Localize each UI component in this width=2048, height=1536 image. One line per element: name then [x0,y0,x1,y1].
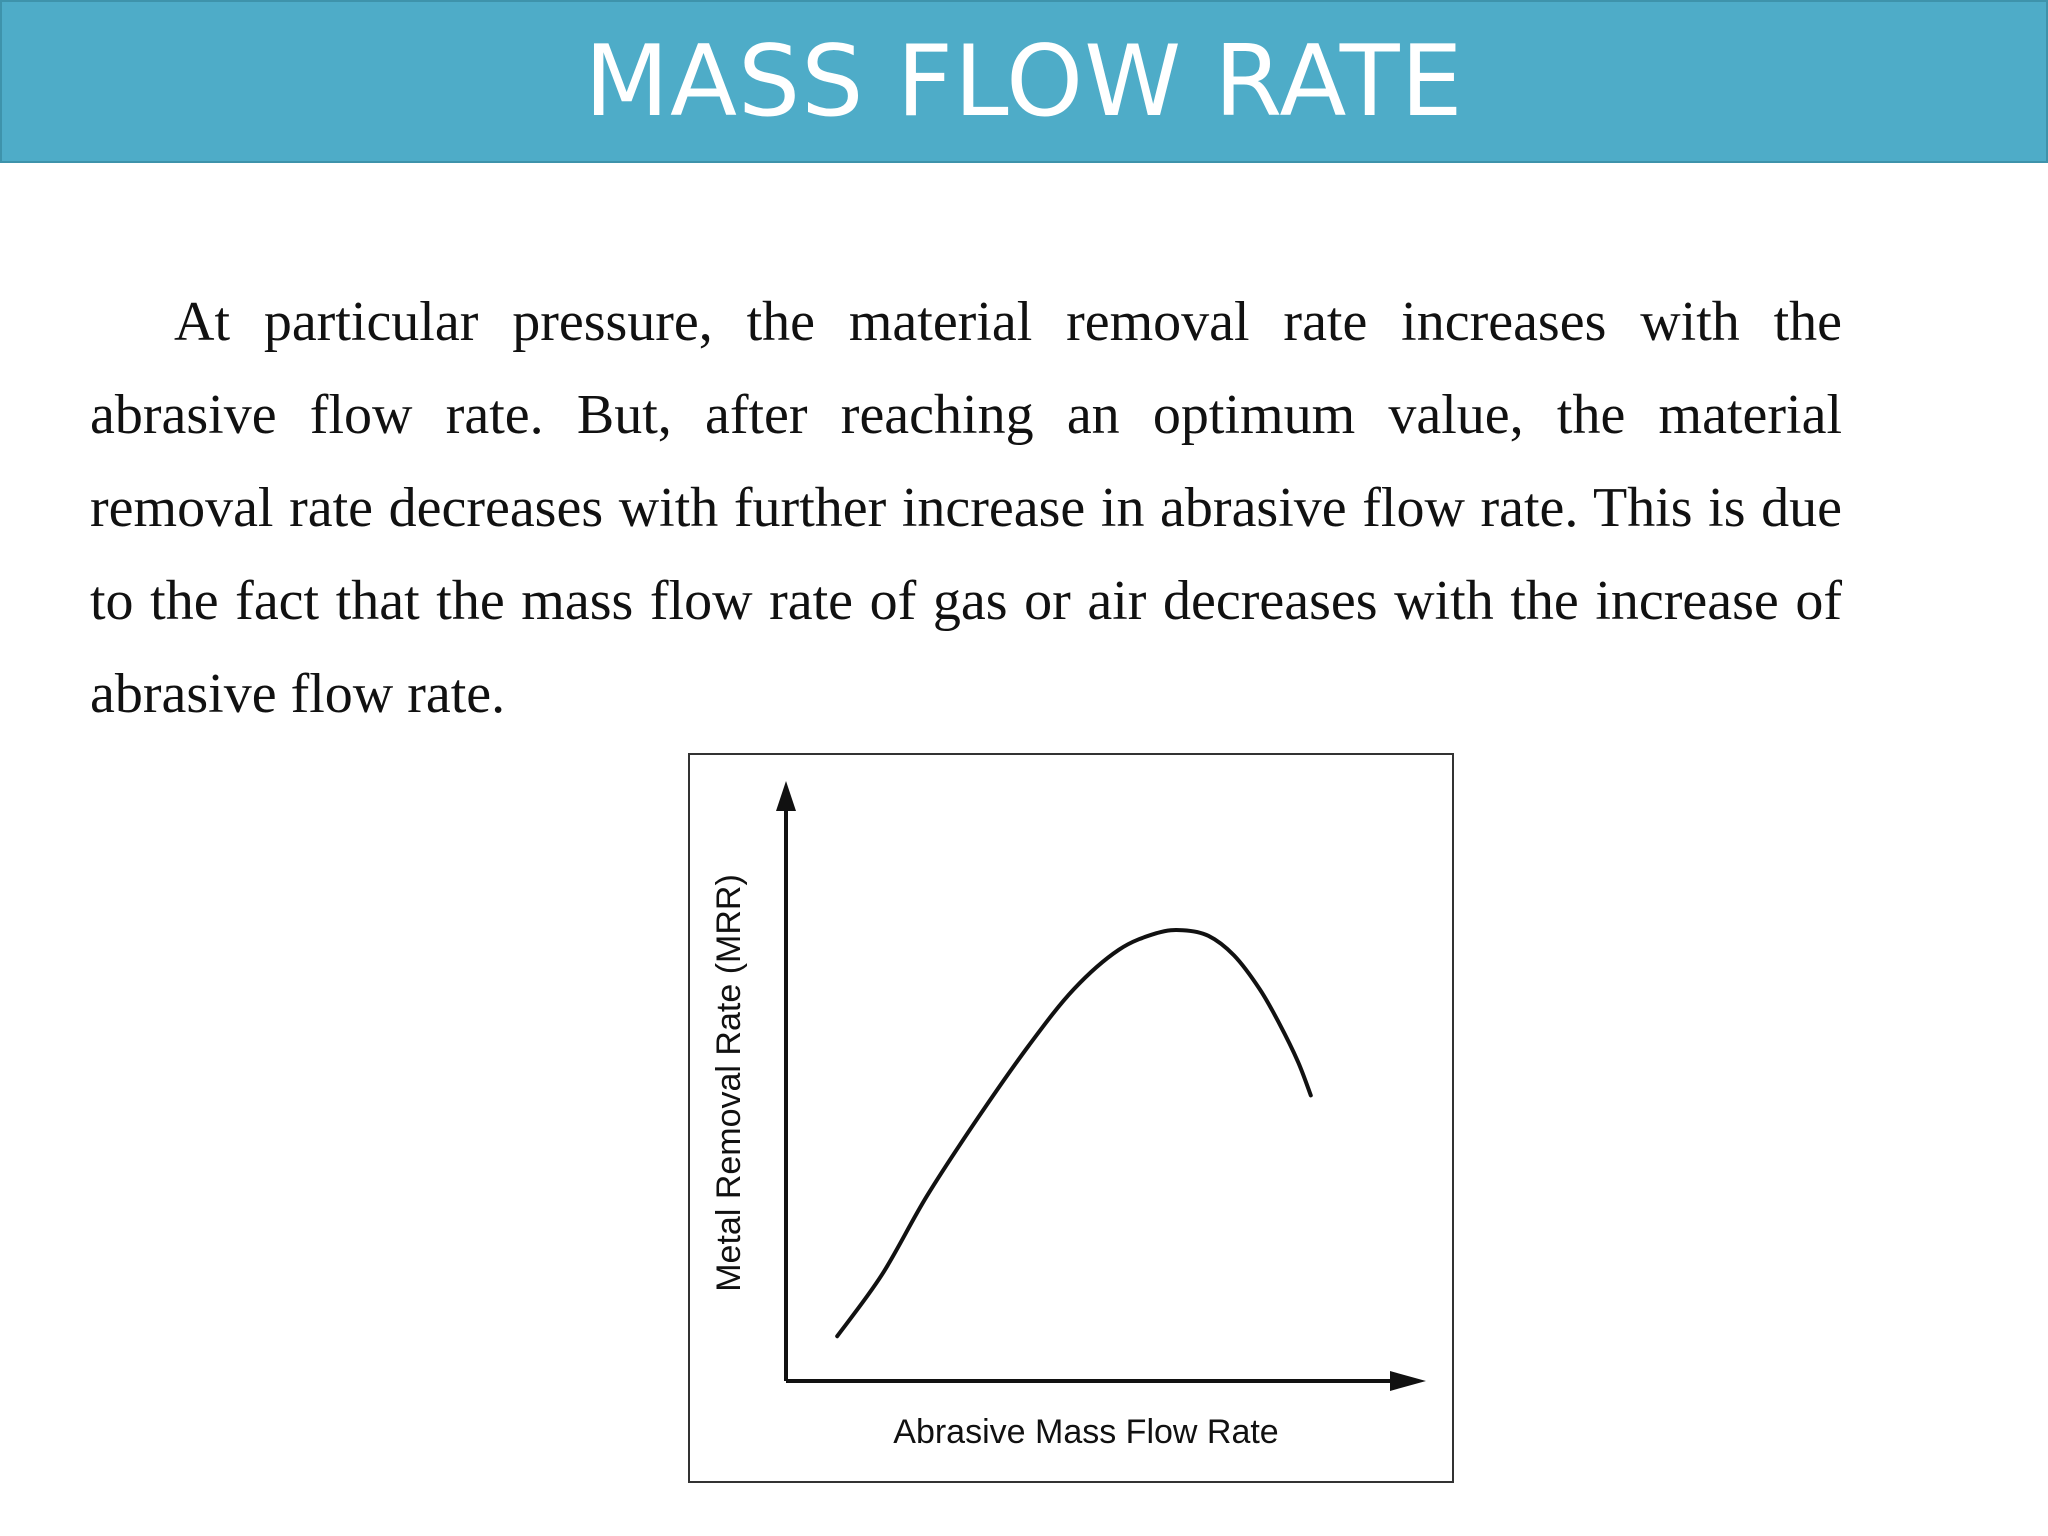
y-axis-label: Metal Removal Rate (MRR) [710,874,748,1292]
chart-svg: Abrasive Mass Flow Rate Metal Removal Ra… [688,753,1454,1483]
slide-title: MASS FLOW RATE [584,24,1464,139]
x-axis-arrowhead [1390,1371,1426,1391]
y-axis-arrowhead [776,781,796,811]
x-axis-label: Abrasive Mass Flow Rate [893,1413,1278,1451]
body-paragraph: At particular pressure, the material rem… [90,291,1842,725]
chart: Abrasive Mass Flow Rate Metal Removal Ra… [688,753,1454,1483]
chart-frame [688,753,1454,1483]
mrr-curve [835,927,1313,1339]
title-bar: MASS FLOW RATE [0,0,2048,163]
